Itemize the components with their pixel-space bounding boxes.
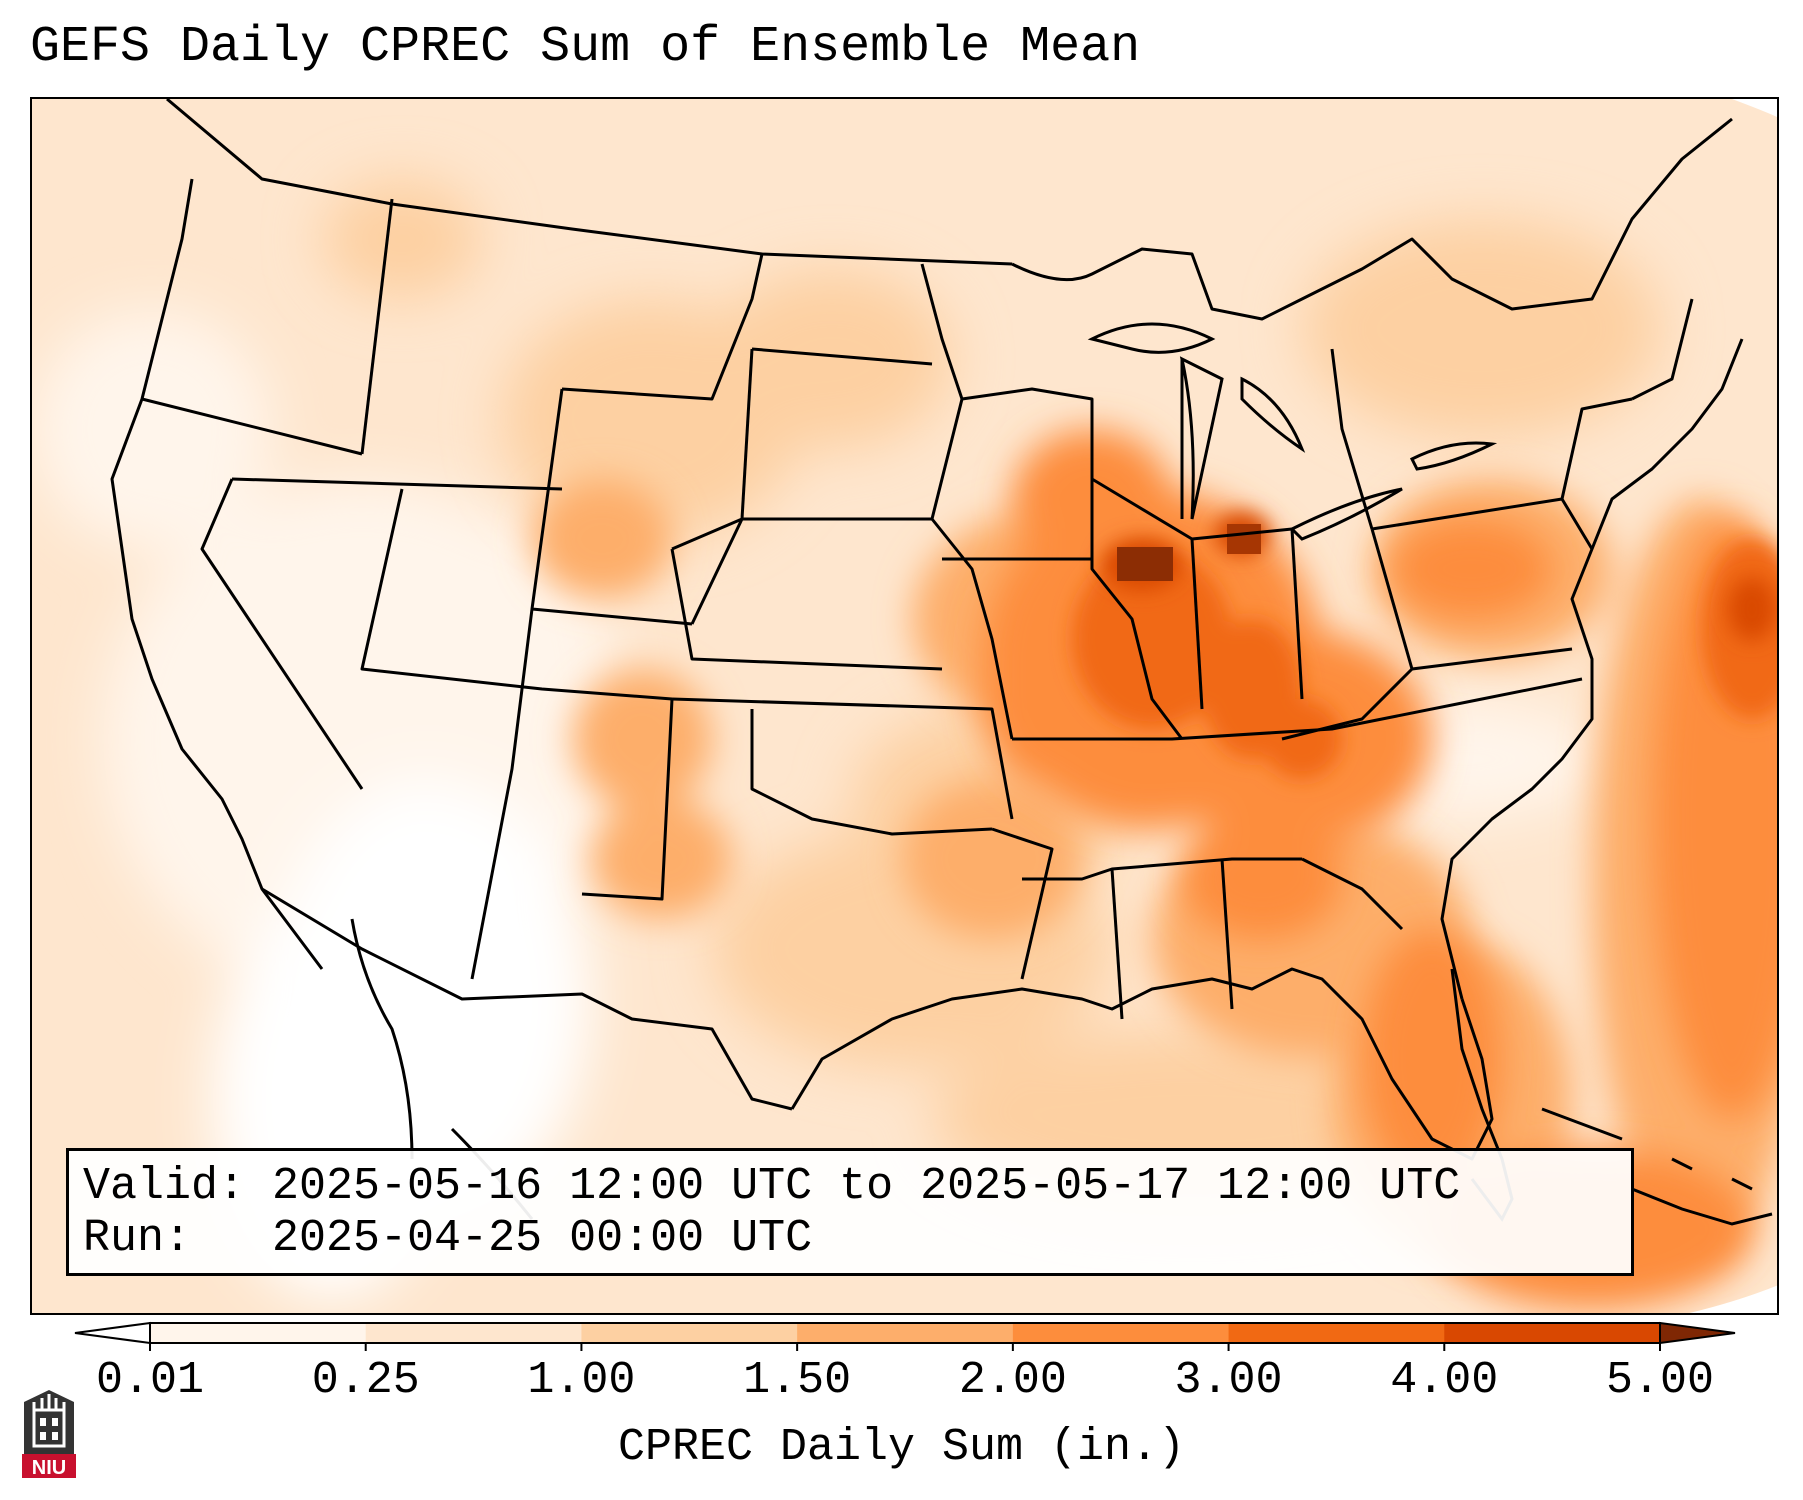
colorbar-frame [149,1322,1661,1344]
colorbar-bin [797,1323,1014,1343]
colorbar-bins [150,1323,1661,1343]
colorbar-bin [1444,1323,1661,1343]
niu-logo: NIU [22,1390,76,1479]
colorbar-tick-label: 3.00 [1174,1355,1283,1406]
colorbar-label: CPREC Daily Sum (in.) [617,1422,1186,1473]
great-lakes [1087,322,1498,541]
projection-edge-top-right [1732,99,1777,118]
colorbar-tick-label: 0.01 [95,1355,205,1406]
colorbar-tick-label: 2.00 [958,1355,1067,1406]
colorbar-bin [150,1323,367,1343]
projection-edge-bottom-right [1689,1285,1777,1313]
colorbar-tick-label: 1.50 [743,1355,852,1406]
colorbar-ticks [149,1343,1661,1351]
colorbar-tick-label: 5.00 [1605,1355,1715,1406]
precipitation-map [32,99,1777,1313]
colorbar-bin [365,1323,583,1343]
colorbar-over-arrow [1659,1321,1736,1345]
colorbar-tick-label: 4.00 [1390,1355,1499,1406]
valid-time-text: Valid: 2025-05-16 12:00 UTC to 2025-05-1… [83,1161,1461,1212]
colorbar-bin [1012,1323,1230,1343]
colorbar-tick-label: 1.00 [527,1355,636,1406]
map-title: GEFS Daily CPREC Sum of Ensemble Mean [30,19,1141,76]
colorbar [74,1321,1736,1351]
run-time-text: Run: 2025-04-25 00:00 UTC [83,1213,813,1264]
colorbar-bin [1228,1323,1446,1343]
colorbar-tick-label: 0.25 [311,1355,420,1406]
colorbar-under-arrow [74,1321,151,1345]
map-panel [30,97,1779,1315]
colorbar-bin [581,1323,799,1343]
niu-logo-text: NIU [32,1457,66,1479]
precip-max-cores [1117,524,1261,581]
valid-run-info-box: Valid: 2025-05-16 12:00 UTC to 2025-05-1… [66,1148,1634,1276]
